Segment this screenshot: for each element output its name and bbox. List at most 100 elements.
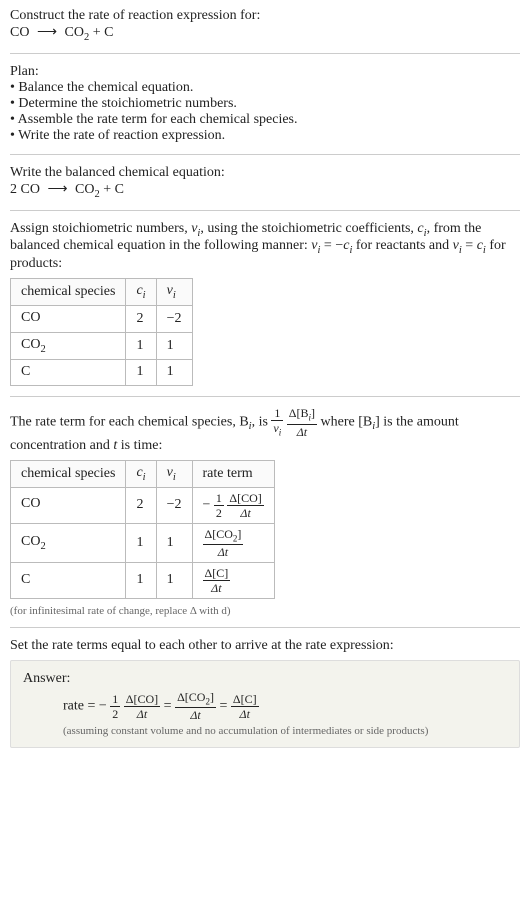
frac-half: 12 [214,492,224,519]
cell-rate: Δ[C]Δt [192,562,274,598]
frac-den: 2 [214,506,224,519]
eq: = [164,698,175,713]
frac-den: Δt [203,545,244,558]
eq-rhs-b: C [104,25,113,40]
frac-rate: Δ[CO]Δt [124,693,160,720]
frac-den: Δt [203,581,231,594]
frac-num: 1 [110,693,120,707]
col-species: chemical species [11,460,126,487]
frac-half: 12 [110,693,120,720]
frac-den: Δt [231,707,259,720]
table-row: CO2 1 1 [11,332,193,359]
plan-item: • Assemble the rate term for each chemic… [10,112,520,128]
cell-nu: 1 [156,562,192,598]
infinitesimal-note: (for infinitesimal rate of change, repla… [10,605,520,617]
rel-tail: for reactants and [352,238,452,253]
c-sub: i [143,290,146,301]
header: Construct the rate of reaction expressio… [10,8,520,43]
table-header-row: chemical species ci νi rate term [11,460,275,487]
frac-rate: Δ[CO]Δt [227,492,263,519]
rateterm: The rate term for each chemical species,… [10,407,520,453]
rt-text: , is [252,415,272,430]
divider [10,627,520,628]
rt-pre: − [203,497,211,512]
table-row: C 1 1 [11,359,193,386]
cell-species: CO [11,305,126,332]
sp: C [21,572,30,587]
table-row: CO 2 −2 − 12 Δ[CO]Δt [11,487,275,523]
frac-num: Δ[Bi] [287,407,317,424]
sp: CO [21,337,40,352]
table-row: C 1 1 Δ[C]Δt [11,562,275,598]
plan-item: • Write the rate of reaction expression. [10,128,520,144]
rt-text: The rate term for each chemical species,… [10,415,249,430]
rate-intro: rate = − [63,698,107,713]
c-sub: i [143,472,146,483]
sp: C [21,364,30,379]
frac-num: Δ[CO] [124,693,160,707]
sp: CO [21,496,40,511]
bal-arrow: ⟶ [43,181,71,198]
cell-nu: −2 [156,305,192,332]
cell-rate: − 12 Δ[CO]Δt [192,487,274,523]
cell-c: 1 [126,332,156,359]
eq-rhs-a: CO [65,25,84,40]
assign-text: Assign stoichiometric numbers, [10,221,191,236]
cell-species: C [11,562,126,598]
assign: Assign stoichiometric numbers, νi, using… [10,221,520,273]
cell-species: CO2 [11,523,126,562]
balanced-equation: 2 CO ⟶ CO2 + C [10,181,520,200]
rel-eq: = [462,238,477,253]
cell-c: 2 [126,487,156,523]
col-rate: rate term [192,460,274,487]
frac-rate: Δ[C]Δt [231,693,259,720]
divider [10,396,520,397]
answer-box: Answer: rate = − 12 Δ[CO]Δt = Δ[CO2]Δt =… [10,660,520,748]
divider [10,210,520,211]
cell-c: 2 [126,305,156,332]
nu-sub: i [279,428,282,438]
stoich-table: chemical species ci νi CO 2 −2 CO2 1 1 C… [10,278,193,386]
frac-num-b: ] [210,690,214,704]
col-nu: νi [156,460,192,487]
frac-num-a: Δ[CO [205,527,233,541]
frac-num-b: ] [237,527,241,541]
frac-num: Δ[C] [203,567,231,581]
cell-rate: Δ[CO2]Δt [192,523,274,562]
col-nu: νi [156,279,192,306]
table-row: CO 2 −2 [11,305,193,332]
eq: = [219,698,230,713]
cell-c: 1 [126,523,156,562]
col-c: ci [126,279,156,306]
plan-title: Plan: [10,64,520,80]
frac-num: Δ[CO] [227,492,263,506]
sp-sub: 2 [40,541,45,552]
frac-den: Δt [287,425,317,438]
cell-nu: −2 [156,487,192,523]
table-header-row: chemical species ci νi [11,279,193,306]
frac-num: 1 [214,492,224,506]
frac-num: Δ[C] [231,693,259,707]
bal-rhs-b: C [115,182,124,197]
plan: Plan: • Balance the chemical equation. •… [10,64,520,144]
frac-den: Δt [124,707,160,720]
rt-text: where [B [321,415,373,430]
answer-rate: rate = − 12 Δ[CO]Δt = Δ[CO2]Δt = Δ[C]Δt [63,691,507,721]
frac-den: Δt [227,506,263,519]
divider [10,154,520,155]
set-equal: Set the rate terms equal to each other t… [10,638,520,654]
bal-rhs-a: CO [75,182,94,197]
header-equation: CO ⟶ CO2 + C [10,24,520,43]
answer-note: (assuming constant volume and no accumul… [63,725,507,737]
frac-num: Δ[CO2] [175,691,216,708]
frac-den: Δt [175,708,216,721]
frac-num-a: Δ[B [289,406,309,420]
cell-nu: 1 [156,359,192,386]
eq-plus: + [89,25,104,40]
cell-nu: 1 [156,332,192,359]
eq-arrow: ⟶ [33,24,61,41]
sp-sub: 2 [40,344,45,355]
cell-species: C [11,359,126,386]
frac-rate: Δ[CO2]Δt [175,691,216,721]
cell-c: 1 [126,562,156,598]
